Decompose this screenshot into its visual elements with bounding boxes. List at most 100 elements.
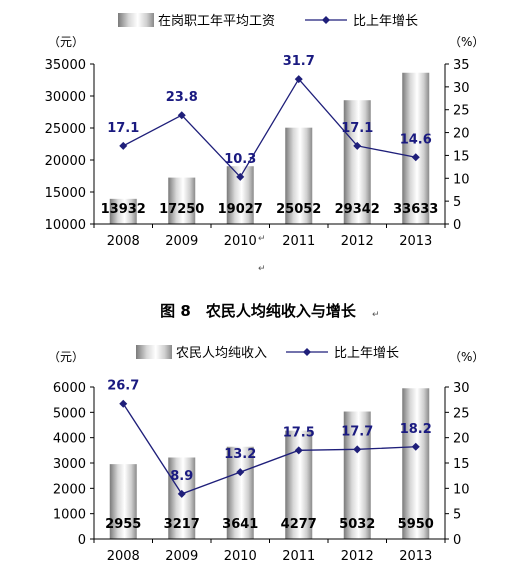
- line-point: [236, 172, 245, 181]
- line-value-label: 14.6: [400, 132, 432, 147]
- left-tick-label: 5000: [53, 406, 86, 421]
- left-tick-label: 6000: [53, 381, 86, 396]
- right-tick-label: 25: [453, 406, 470, 421]
- left-tick-label: 4000: [53, 432, 86, 447]
- line-point: [353, 141, 362, 150]
- chart-title: 图 8 农民人均纯收入与增长: [160, 302, 357, 320]
- line-point: [411, 442, 420, 451]
- legend: 在岗职工年平均工资 比上年增长: [118, 13, 418, 29]
- line-value-label: 18.2: [400, 422, 432, 437]
- line-point: [119, 399, 128, 408]
- right-tick-label: 35: [453, 58, 470, 73]
- right-tick-label: 5: [453, 195, 461, 210]
- bar: [402, 388, 430, 539]
- right-tick-label: 0: [453, 218, 461, 233]
- line-point: [353, 445, 362, 454]
- legend-marker-line: [322, 16, 330, 24]
- bar-value-label: 17250: [159, 202, 204, 217]
- line-point: [294, 75, 303, 84]
- line-point: [177, 489, 186, 498]
- bar: [285, 127, 313, 224]
- bar: [343, 411, 371, 539]
- right-tick-label: 10: [453, 172, 470, 187]
- bar: [109, 464, 137, 539]
- bar-value-label: 13932: [101, 202, 146, 217]
- left-tick-label: 35000: [45, 58, 86, 73]
- left-axis-unit: （元）: [48, 35, 84, 49]
- line-value-label: 17.5: [283, 425, 315, 440]
- return-mark: ↵: [372, 310, 380, 320]
- right-tick-label: 30: [453, 81, 470, 96]
- line-value-label: 8.9: [170, 469, 193, 484]
- right-tick-label: 30: [453, 381, 470, 396]
- bar: [226, 446, 254, 539]
- legend-label-line: 比上年增长: [334, 346, 399, 361]
- bar-value-label: 19027: [218, 202, 263, 217]
- legend: 农民人均纯收入 比上年增长: [136, 345, 399, 361]
- bar-value-label: 3641: [222, 517, 258, 532]
- bar: [168, 177, 196, 224]
- right-tick-label: 25: [453, 104, 470, 119]
- x-tick-label: 2011: [282, 549, 315, 564]
- left-tick-label: 3000: [53, 457, 86, 472]
- legend-label-bar: 在岗职工年平均工资: [158, 14, 275, 29]
- x-tick-label: 2012: [341, 234, 374, 249]
- line-point: [294, 446, 303, 455]
- line-value-label: 31.7: [283, 54, 315, 69]
- line-point: [177, 111, 186, 120]
- x-tick-label: 2013: [399, 234, 432, 249]
- legend-label-bar: 农民人均纯收入: [176, 346, 267, 361]
- x-tick-label: 2008: [107, 234, 140, 249]
- bar: [109, 198, 137, 224]
- left-tick-label: 1000: [53, 508, 86, 523]
- legend-swatch-bar: [118, 13, 154, 27]
- left-tick-label: 25000: [45, 122, 86, 137]
- left-tick-label: 20000: [45, 154, 86, 169]
- bar-value-label: 25052: [276, 202, 321, 217]
- line-value-label: 17.1: [341, 121, 373, 136]
- line-point: [411, 153, 420, 162]
- bar-value-label: 5950: [398, 517, 434, 532]
- line-point: [119, 141, 128, 150]
- chart-farmer-income: 农民人均纯收入 比上年增长 （元） （%） 0 1000 2000 3000 4000 5000 6…: [48, 345, 484, 564]
- bar: [402, 72, 430, 224]
- bar-value-label: 5032: [339, 517, 375, 532]
- left-tick-label: 10000: [45, 218, 86, 233]
- bar-value-label: 2955: [105, 517, 141, 532]
- line-point: [236, 468, 245, 477]
- right-tick-label: 0: [453, 533, 461, 548]
- x-tick-label: 2009: [165, 549, 198, 564]
- line-value-label: 17.1: [107, 121, 139, 136]
- bar: [168, 457, 196, 539]
- legend-marker-line: [303, 348, 311, 356]
- legend-swatch-bar: [136, 345, 172, 359]
- return-mark: ↵: [258, 234, 266, 244]
- right-axis-unit: （%）: [449, 35, 484, 49]
- bar-value-label: 33633: [393, 202, 438, 217]
- line-value-label: 13.2: [224, 447, 256, 462]
- line-value-label: 23.8: [166, 90, 198, 105]
- left-tick-label: 30000: [45, 90, 86, 105]
- right-tick-label: 20: [453, 432, 470, 447]
- x-tick-label: 2010: [224, 234, 257, 249]
- right-axis-unit: （%）: [449, 350, 484, 364]
- return-mark: ↵: [258, 264, 266, 274]
- x-tick-label: 2012: [341, 549, 374, 564]
- left-tick-label: 2000: [53, 482, 86, 497]
- bar-value-label: 4277: [281, 517, 317, 532]
- x-tick-label: 2013: [399, 549, 432, 564]
- line-value-label: 26.7: [107, 379, 139, 394]
- line-value-label: 17.7: [341, 424, 373, 439]
- x-tick-label: 2011: [282, 234, 315, 249]
- right-tick-label: 5: [453, 508, 461, 523]
- left-tick-label: 15000: [45, 186, 86, 201]
- growth-line: [122, 403, 416, 495]
- x-tick-label: 2008: [107, 549, 140, 564]
- x-tick-label: 2009: [165, 234, 198, 249]
- right-tick-label: 15: [453, 149, 470, 164]
- legend-label-line: 比上年增长: [353, 14, 418, 29]
- bar-value-label: 29342: [335, 202, 380, 217]
- right-tick-label: 10: [453, 482, 470, 497]
- bar: [343, 100, 371, 224]
